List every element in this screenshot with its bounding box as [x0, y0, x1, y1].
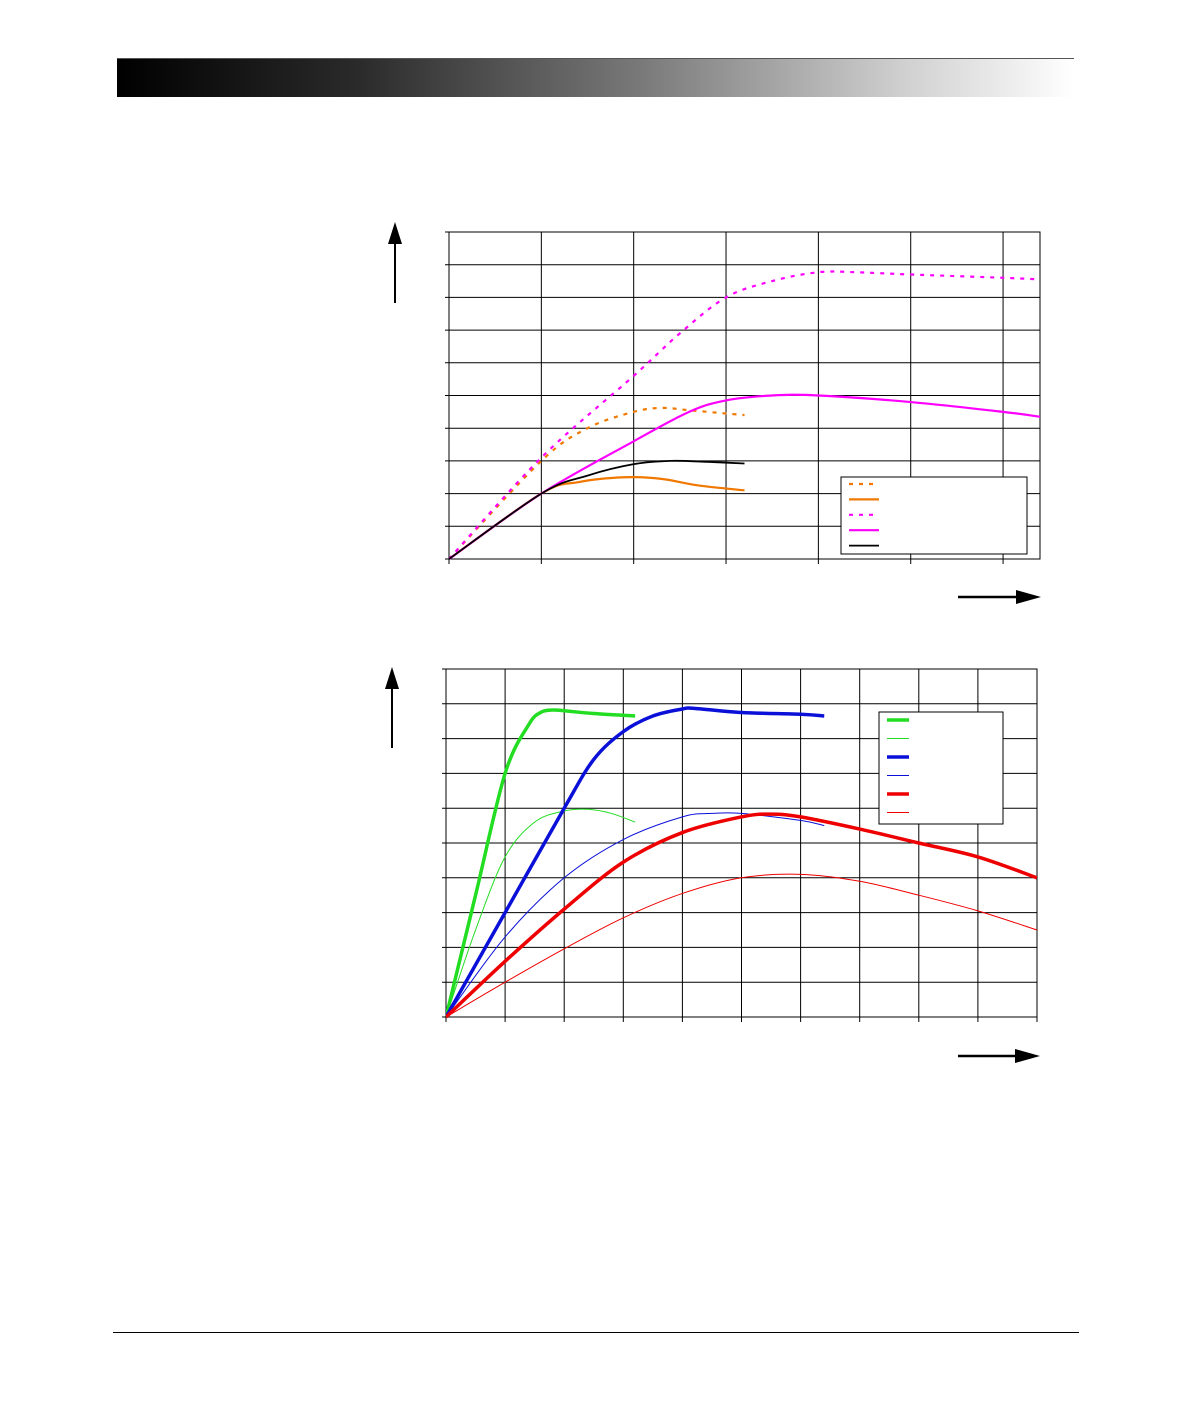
series-line-3	[446, 706, 825, 1018]
chart-bottom	[385, 667, 1040, 1063]
series-line-4	[446, 812, 825, 1018]
chart-top-legend	[840, 476, 1028, 555]
y-axis-arrow	[385, 667, 399, 748]
legend-box	[878, 711, 1004, 825]
series-line-3	[449, 270, 1040, 560]
series-line-4	[449, 393, 1040, 560]
series-line-1	[446, 708, 636, 1018]
chart-bottom-series	[446, 706, 1037, 1019]
chart-bottom-legend	[878, 711, 1004, 825]
series-line-5	[446, 812, 1037, 1019]
x-axis-arrow	[958, 590, 1041, 604]
header-gradient-bar	[117, 59, 1074, 97]
footer-rule	[113, 1332, 1079, 1333]
series-line-6	[446, 873, 1037, 1018]
x-axis-arrow	[958, 1049, 1040, 1063]
header-rule	[117, 58, 1074, 59]
series-line-5	[449, 459, 745, 560]
y-axis-arrow	[388, 222, 402, 303]
chart-top	[388, 222, 1041, 604]
series-line-2	[446, 808, 636, 1018]
chart-top-series	[449, 270, 1040, 560]
